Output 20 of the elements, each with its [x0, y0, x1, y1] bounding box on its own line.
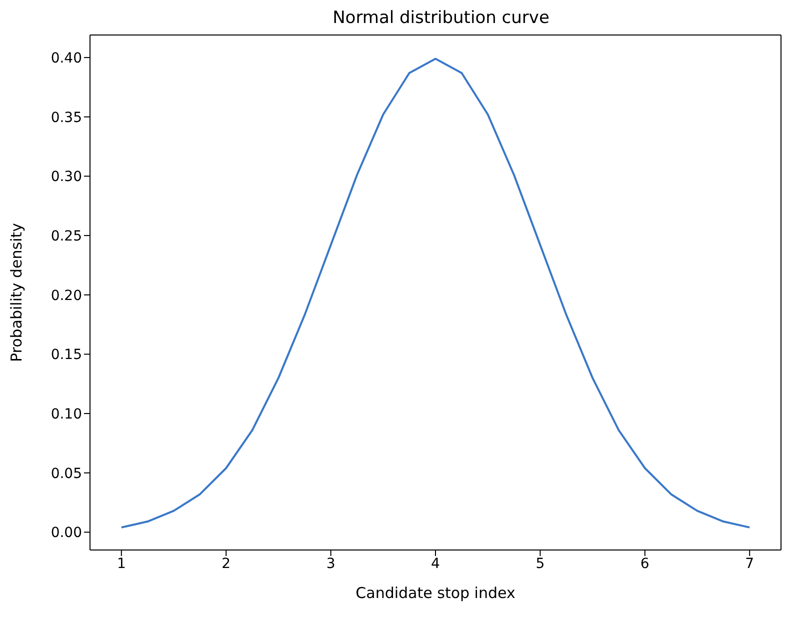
x-tick-label: 6: [640, 556, 650, 572]
y-tick-label: 0.20: [50, 288, 82, 304]
chart-title: Normal distribution curve: [332, 8, 550, 28]
y-tick-label: 0.30: [50, 169, 82, 186]
x-axis-title: Candidate stop index: [356, 584, 516, 602]
x-tick-label: 5: [536, 556, 545, 572]
y-tick-label: 0.05: [50, 466, 82, 482]
x-tick-label: 1: [116, 556, 126, 572]
x-tick-label: 3: [326, 556, 336, 572]
y-tick-label: 0.35: [50, 110, 82, 126]
y-tick-label: 0.15: [50, 347, 82, 364]
x-tick-label: 7: [745, 556, 754, 572]
y-tick-label: 0.25: [50, 228, 82, 245]
line-series: [120, 58, 751, 528]
x-tick-label: 4: [431, 556, 440, 572]
x-tick-label: 2: [222, 556, 231, 572]
y-axis-title: Probability density: [7, 222, 26, 362]
y-tick-label: 0.00: [50, 525, 82, 542]
y-tick-label: 0.40: [50, 50, 82, 67]
y-tick-label: 0.10: [50, 406, 82, 423]
